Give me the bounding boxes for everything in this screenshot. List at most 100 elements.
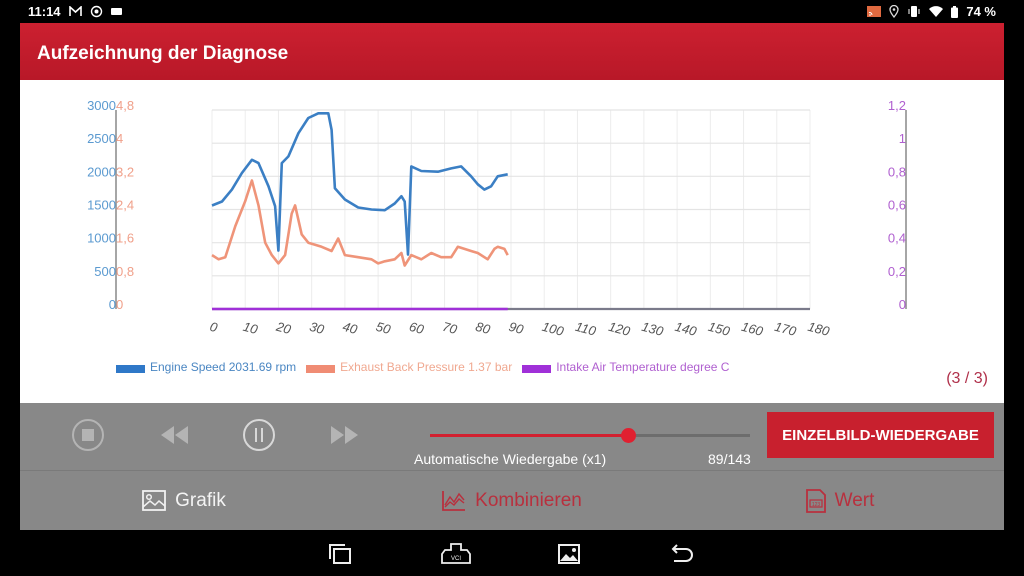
temperature-axis-label: 0,6 [888,198,906,213]
page-indicator: (3 / 3) [946,370,988,387]
legend-label: Intake Air Temperature degree C [556,360,730,374]
clock: 11:14 [28,4,61,19]
legend-swatch [306,365,336,373]
legend-item-engine-speed[interactable]: Engine Speed 2031.69 rpm [116,360,296,374]
legend-swatch [116,365,145,373]
x-tick-label: 150 [707,319,733,339]
page-title: Aufzeichnung der Diagnose [20,23,1004,80]
temperature-axis-label: 1,2 [888,98,906,113]
x-tick-label: 110 [574,319,599,339]
rpm-axis-label: 3000 [87,98,116,113]
image-icon [142,490,167,511]
tab-label: Kombinieren [475,489,582,511]
chart-area: 3000 4,8 1,2 2500 4 1 2000 3,2 0,8 1500 2,4 0,6 1000… [20,80,1004,403]
x-tick-label: 50 [374,319,393,337]
x-tick-label: 120 [607,319,633,339]
cast-icon [867,6,882,17]
pressure-axis-label: 4,8 [116,98,134,113]
rpm-axis-label: 1500 [87,198,116,213]
stop-icon [72,419,104,451]
playback-controls: Automatische Wiedergabe (x1) 89/143 EINZ… [20,403,1004,471]
pressure-axis-label: 3,2 [116,164,134,179]
x-tick-label: 90 [507,319,526,337]
x-tick-label: 30 [308,319,327,337]
wifi-icon [929,6,944,17]
x-tick-label: 160 [740,319,766,339]
combined-chart-icon [442,491,466,511]
app-window: Aufzeichnung der Diagnose 3000 4,8 1,2 2500… [20,23,1004,530]
tab-label: Wert [834,489,875,511]
x-tick-label: 170 [773,319,799,339]
x-tick-label: 70 [441,319,460,337]
x-tick-label: 40 [341,319,360,337]
status-bar: 11:14 74 % [0,0,1024,23]
recents-button[interactable] [327,542,353,566]
pressure-axis-label: 0 [116,297,123,312]
playback-slider[interactable] [430,428,750,443]
system-navigation-bar: VCI [0,530,1024,576]
rpm-axis-label: 2000 [87,164,116,179]
svg-text:VCI: VCI [451,556,461,562]
rewind-icon [161,426,188,444]
x-tick-label: 130 [640,319,666,339]
engine-speed-line [211,111,508,256]
legend-label: Exhaust Back Pressure 1.37 bar [340,360,513,374]
temperature-axis-label: 0 [899,297,906,312]
legend-item-exhaust-pressure[interactable]: Exhaust Back Pressure 1.37 bar [306,360,512,374]
fast-forward-icon [331,426,358,444]
temperature-axis-label: 1 [899,131,906,146]
settings-badge-icon [90,5,102,18]
value-icon: 123 [805,488,826,513]
back-button[interactable] [670,542,696,566]
x-tick-label: 60 [408,319,427,337]
fast-forward-button[interactable] [327,418,361,452]
tab-wert[interactable]: 123 Wert [676,471,1004,530]
pause-icon [243,419,275,451]
temperature-axis-label: 0,2 [888,264,906,279]
tab-label: Grafik [175,489,226,511]
vci-icon: VCI [441,543,471,564]
pressure-axis-label: 2,4 [116,198,134,213]
slider-thumb[interactable] [621,428,637,443]
tab-kombinieren[interactable]: Kombinieren [348,471,676,530]
location-icon [889,5,900,18]
x-tick-label: 80 [474,319,493,337]
screenshot-icon [558,544,580,564]
single-frame-playback-button[interactable]: EINZELBILD-WIEDERGABE [767,412,994,458]
exhaust-pressure-line [211,179,509,267]
rewind-button[interactable] [158,418,192,452]
x-tick-label: 20 [274,318,294,337]
battery-level: 74 % [966,4,996,19]
pressure-axis-label: 4 [116,131,123,146]
pressure-axis-label: 0,8 [116,264,134,279]
tab-grafik[interactable]: Grafik [20,471,348,530]
recents-icon [329,544,351,564]
x-tick-label: 100 [540,319,566,339]
x-tick-label: 140 [673,319,699,339]
vibrate-icon [908,6,920,17]
battery-icon [951,5,959,18]
pause-button[interactable] [242,418,276,452]
frame-counter: 89/143 [708,451,751,467]
rpm-axis-label: 500 [94,264,116,279]
playback-mode-label: Automatische Wiedergabe (x1) [414,451,607,467]
gmail-icon [68,6,82,16]
rpm-axis-label: 1000 [87,231,116,246]
screenshot-button[interactable] [556,542,582,566]
x-tick-label: 0 [208,319,220,336]
stop-button[interactable] [71,418,105,452]
chart-legend: Engine Speed 2031.69 rpm Exhaust Back Pr… [116,360,739,374]
bottom-tabs: Grafik Kombinieren 123 Wert [20,471,1004,530]
slider-progress [430,434,629,437]
svg-text:123: 123 [811,502,820,508]
temperature-axis-label: 0,4 [888,231,906,246]
rpm-axis-label: 2500 [87,131,116,146]
vci-button[interactable]: VCI [441,542,471,566]
notification-icon [110,8,122,15]
pressure-axis-label: 1,6 [116,231,134,246]
x-tick-label: 10 [241,319,260,337]
temperature-axis-label: 0,8 [888,164,906,179]
x-tick-label: 180 [806,319,832,339]
legend-item-intake-temp[interactable]: Intake Air Temperature degree C [522,360,729,374]
